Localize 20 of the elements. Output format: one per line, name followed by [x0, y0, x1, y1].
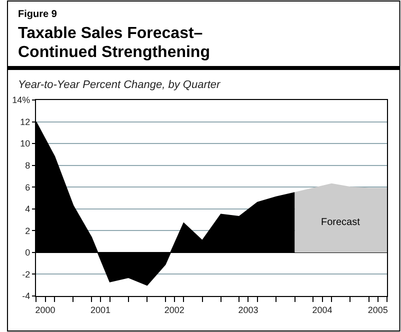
x-tick-label: 2004 — [312, 304, 332, 315]
chart-title: Taxable Sales Forecast– Continued Strengthening — [18, 25, 210, 61]
x-tick-label: 2002 — [164, 304, 184, 315]
x-tick-label: 2003 — [238, 304, 258, 315]
annotation: Forecast — [321, 217, 360, 228]
y-tick-label: -4 — [22, 291, 30, 302]
y-tick-label: 14% — [12, 95, 30, 106]
y-tick-label: -2 — [22, 269, 30, 280]
x-tick-label: 2005 — [368, 304, 388, 315]
caption: Figure 9 — [18, 9, 58, 20]
x-tick-label: 2001 — [90, 304, 111, 315]
x-tick-label: 2000 — [35, 304, 56, 315]
y-tick-label: 6 — [25, 182, 30, 192]
y-tick-label: 8 — [25, 160, 30, 170]
y-tick-label: 10 — [20, 138, 30, 149]
y-tick-label: 0 — [25, 248, 30, 258]
chart-subtitle: Year-to-Year Percent Change, by Quarter — [18, 79, 222, 91]
y-tick-label: 2 — [25, 226, 30, 236]
y-tick-label: 12 — [20, 116, 30, 127]
y-tick-label: 4 — [25, 204, 30, 214]
